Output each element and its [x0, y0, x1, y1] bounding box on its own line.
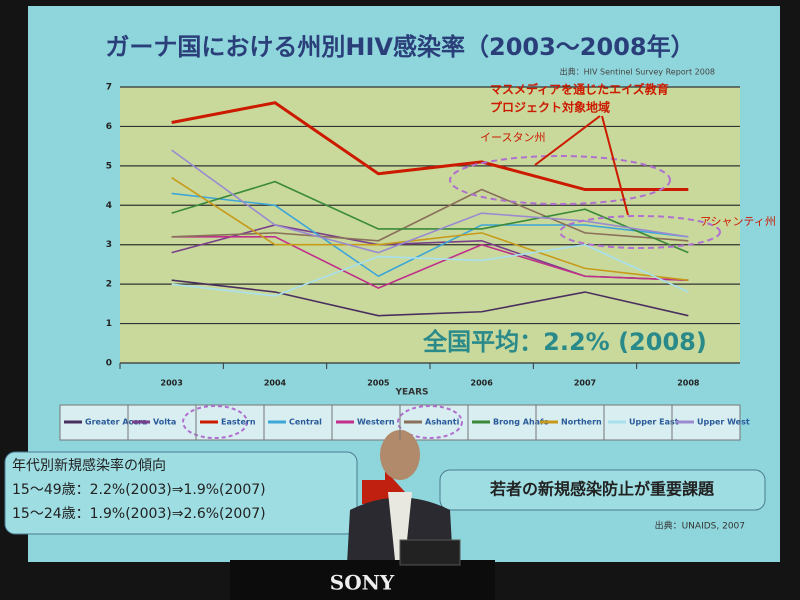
y-tick-label: 2 [106, 280, 112, 290]
legend-label: Ashanti [425, 418, 460, 427]
podium-logo: SONY [330, 571, 395, 595]
source: 出典：HIV Sentinel Survey Report 2008 [560, 67, 715, 77]
legend-label: Greater Accra [85, 418, 147, 427]
podium [230, 560, 495, 600]
annotation: プロジェクト対象地域 [490, 100, 610, 115]
x-tick-label: 2008 [677, 379, 700, 388]
series-line [171, 149, 689, 254]
x-tick-label: 2003 [161, 379, 183, 388]
y-tick-label: 6 [106, 122, 112, 132]
x-tick-label: 2006 [471, 379, 494, 388]
message-box [439, 469, 766, 511]
source: 出典：UNAIDS, 2007 [655, 520, 745, 532]
series-line [171, 192, 689, 278]
legend-label: Upper West [697, 418, 750, 427]
series-line [171, 180, 689, 254]
legend-label: Eastern [221, 418, 256, 427]
x-tick-label: 2005 [367, 379, 390, 388]
x-tick-label: 2004 [264, 379, 287, 388]
x-axis-title: YEARS [394, 388, 428, 398]
annotation: 全国平均：2.2% (2008) [422, 328, 707, 356]
y-tick-label: 4 [106, 201, 112, 211]
annotation: イースタン州 [480, 131, 545, 144]
x-tick-label: 2007 [574, 379, 596, 388]
highlight [449, 155, 671, 205]
plot-area [120, 87, 740, 363]
message: 若者の新規感染防止が重要課題 [489, 480, 715, 499]
series-line [171, 177, 689, 281]
arrow [534, 115, 601, 166]
trend-title: 年代別新規感染率の傾向 [12, 457, 166, 474]
y-tick-label: 0 [106, 359, 112, 369]
trend-line: 15～49歳：2.2%(2003)⇒1.9%(2007) [12, 482, 266, 498]
series-line [171, 101, 689, 192]
trend-box [4, 451, 358, 535]
highlight [182, 405, 248, 439]
speaker-head [380, 430, 420, 480]
y-tick-label: 3 [106, 240, 112, 250]
annotation: アシャンティ州 [700, 215, 776, 228]
highlight [397, 405, 463, 439]
highlight [559, 215, 721, 249]
legend-label: Central [289, 418, 322, 427]
legend-label: Volta [153, 418, 176, 427]
y-tick-label: 5 [106, 161, 112, 171]
y-tick-label: 7 [106, 83, 112, 93]
arrow [601, 115, 629, 216]
chart-title: ガーナ国における州別HIV感染率（2003～2008年） [105, 33, 694, 61]
legend-label: Northern [561, 418, 602, 427]
series-line [171, 243, 689, 297]
trend-line: 15～24歳：1.9%(2003)⇒2.6%(2007) [12, 506, 266, 522]
annotation: マスメディアを通じたエイズ教育 [490, 82, 669, 97]
legend-label: Brong Ahafo [493, 418, 550, 427]
series-line [171, 279, 689, 317]
y-tick-label: 1 [106, 319, 112, 329]
series-line [171, 236, 689, 289]
legend-label: Western [357, 418, 395, 427]
monitor [399, 539, 461, 566]
legend-label: Upper East [629, 418, 679, 427]
